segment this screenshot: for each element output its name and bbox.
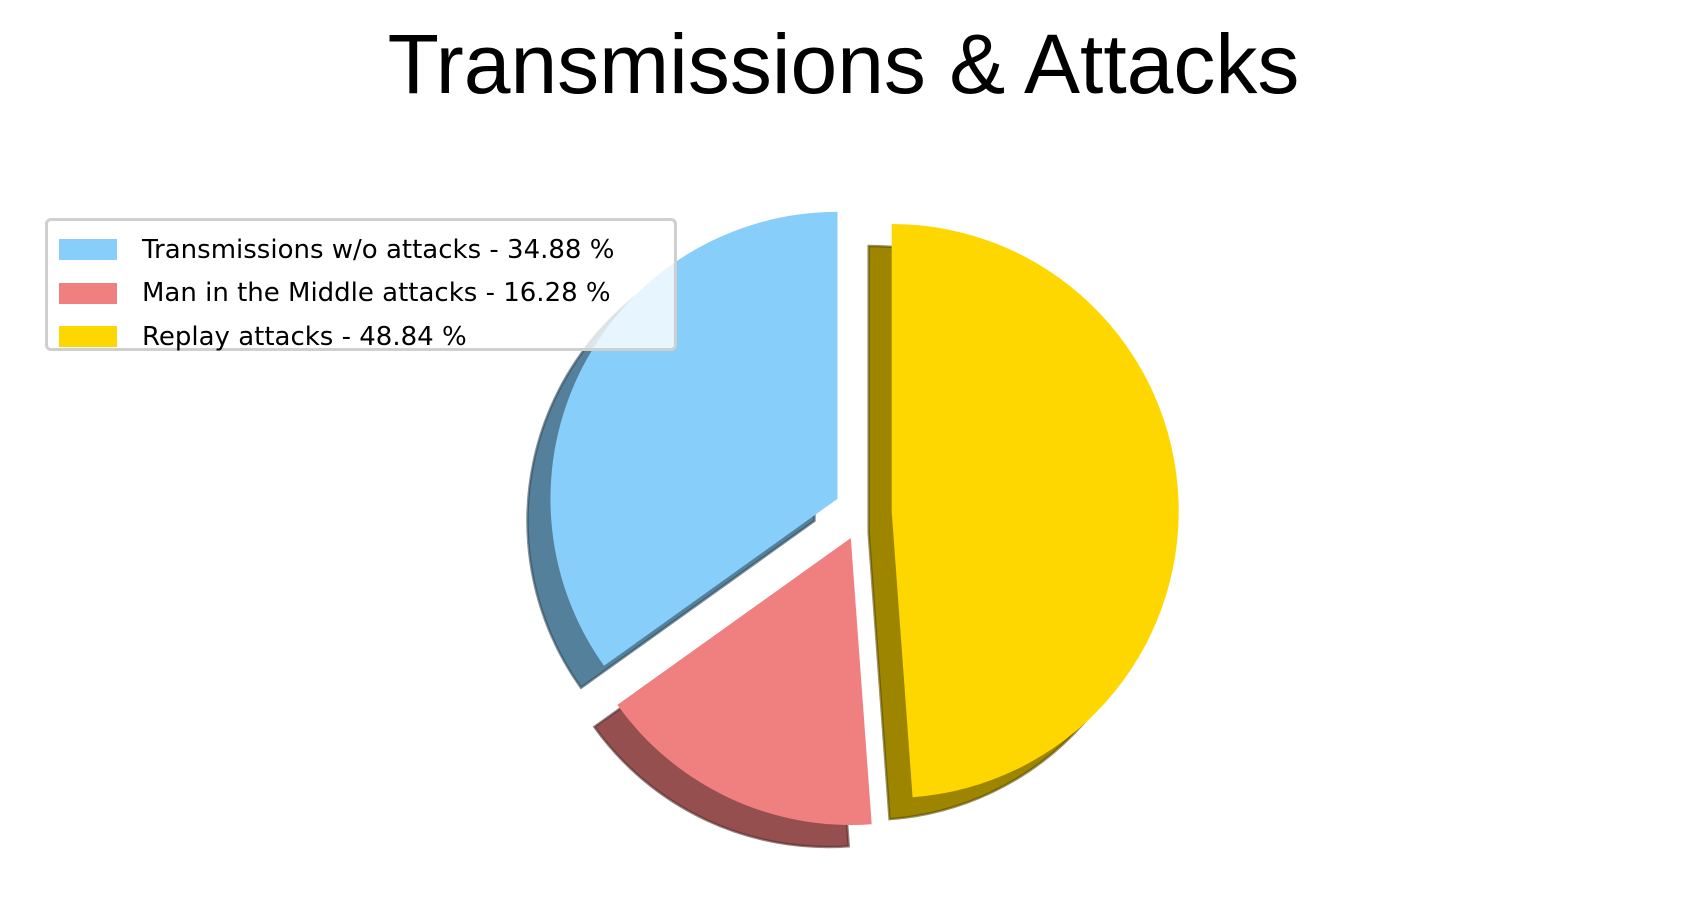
legend-item: Transmissions w/o attacks - 34.88 %	[59, 228, 674, 272]
legend-swatch	[59, 282, 117, 304]
legend-label: Transmissions w/o attacks - 34.88 %	[142, 234, 615, 265]
legend-label: Man in the Middle attacks - 16.28 %	[142, 278, 611, 309]
pie-slices	[550, 211, 1179, 825]
legend-item: Man in the Middle attacks - 16.28 %	[59, 272, 674, 316]
pie-slice	[617, 537, 872, 825]
pie-slice	[891, 223, 1179, 798]
legend-swatch	[59, 239, 117, 261]
legend: Transmissions w/o attacks - 34.88 % Man …	[45, 218, 677, 352]
legend-item: Replay attacks - 48.84 %	[59, 315, 674, 359]
legend-label: Replay attacks - 48.84 %	[142, 321, 467, 352]
legend-swatch	[59, 326, 117, 348]
chart-title: Transmissions & Attacks	[387, 17, 1300, 111]
